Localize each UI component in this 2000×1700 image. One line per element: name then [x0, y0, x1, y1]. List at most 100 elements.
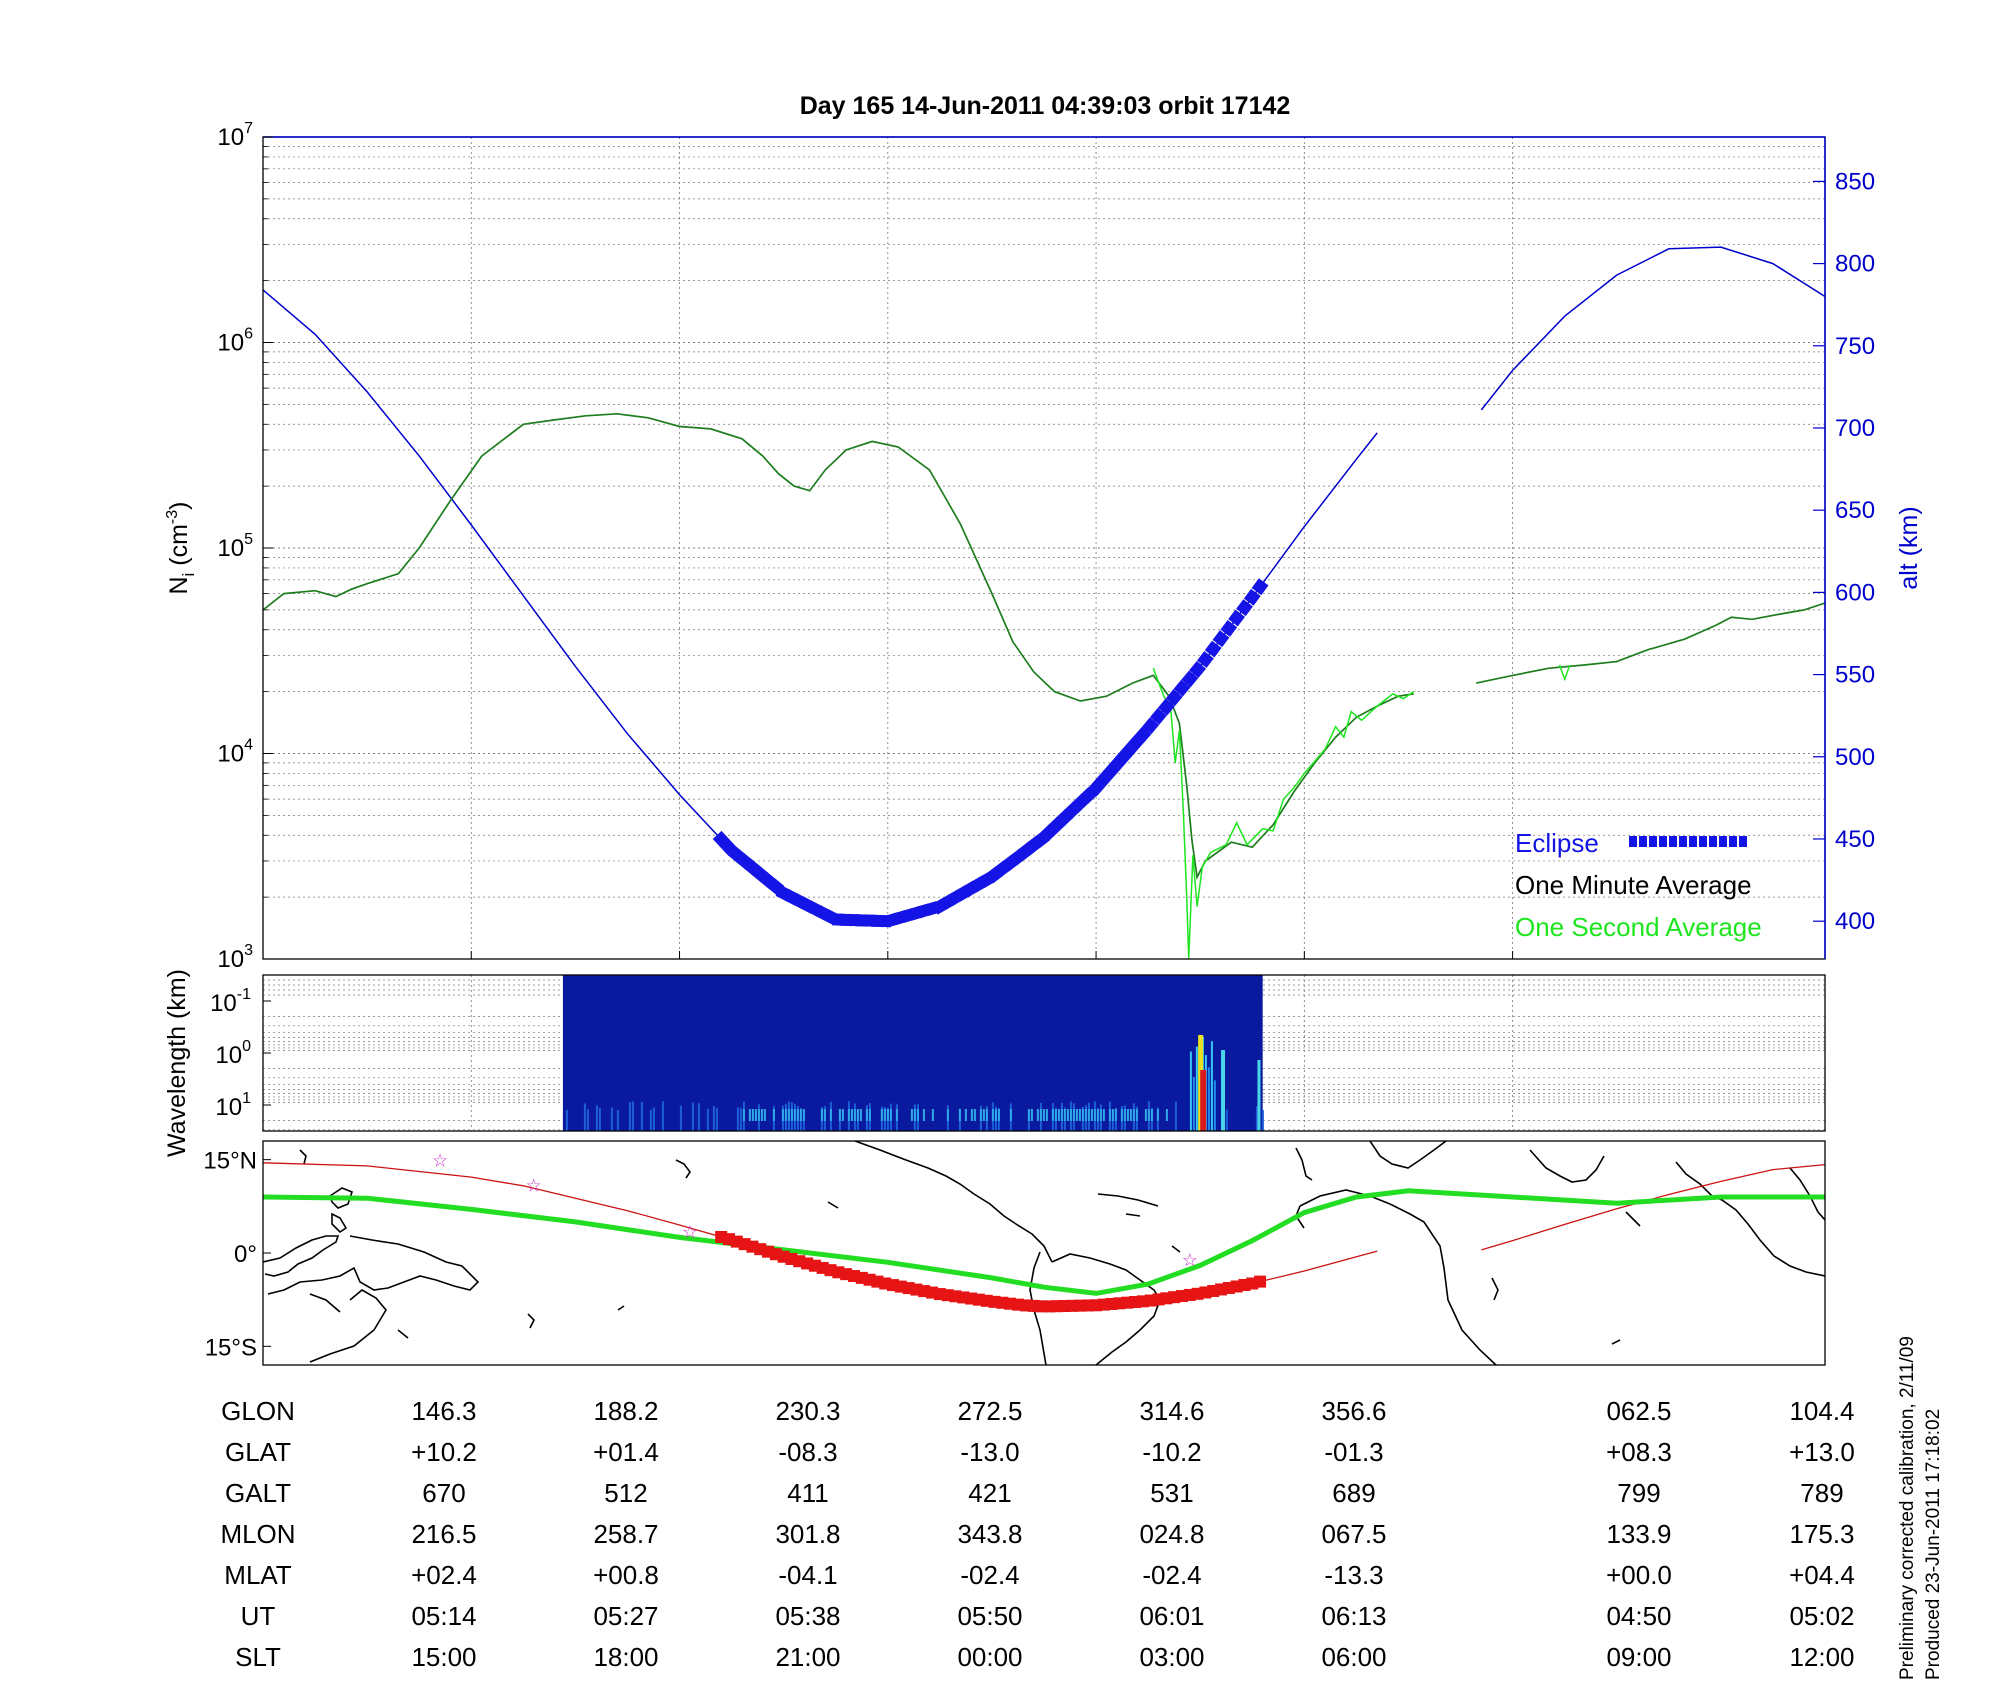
spectrogram-streak	[1114, 1109, 1117, 1121]
table-cell: 301.8	[775, 1519, 840, 1549]
chart-title: Day 165 14-Jun-2011 04:39:03 orbit 17142	[800, 92, 1291, 120]
spectrogram-streak	[712, 1105, 715, 1131]
table-cell: +00.8	[593, 1560, 659, 1590]
spectrogram-streak	[1129, 1109, 1132, 1121]
spectrogram-streak	[1210, 1041, 1213, 1131]
alt-tick-label: 400	[1835, 908, 1875, 935]
table-row-label: GLAT	[225, 1437, 291, 1467]
table-cell: 799	[1617, 1478, 1660, 1508]
spectrogram-streak	[850, 1109, 853, 1121]
eclipse-marker	[1251, 578, 1269, 596]
spectrogram-streak	[1156, 1109, 1159, 1121]
spectrogram-streak	[1126, 1109, 1129, 1121]
spectrogram-streak	[739, 1108, 742, 1131]
spectrogram-hotspot	[1221, 1050, 1226, 1131]
y-tick-label: 103	[217, 942, 253, 973]
spectrogram-streak	[610, 1107, 613, 1131]
spectrogram-streak	[1084, 1109, 1087, 1121]
alt-tick-label: 650	[1835, 497, 1875, 524]
eclipse-track-markers	[715, 1230, 1267, 1313]
station-star-icon: ☆	[526, 1176, 542, 1196]
spectrogram-streak	[1165, 1109, 1168, 1121]
spectrogram-streak	[1009, 1109, 1012, 1121]
spectrogram-panel: 10-1 100 101 Wavelength (km)	[163, 969, 1826, 1157]
table-cell: -01.3	[1324, 1437, 1383, 1467]
spectrogram-streak	[997, 1109, 1000, 1121]
table-cell: 09:00	[1606, 1642, 1671, 1672]
eclipse-marker	[1220, 619, 1238, 637]
spectrogram-streak	[1063, 1109, 1066, 1121]
spectrogram-streak	[946, 1109, 949, 1121]
spectrogram-streak	[1045, 1109, 1048, 1121]
table-cell: 670	[422, 1478, 465, 1508]
spectrogram-streak	[565, 1109, 568, 1131]
density-one-minute-line	[263, 412, 1825, 880]
spectrogram-streak	[889, 1109, 892, 1121]
station-star-icon: ☆	[682, 1222, 698, 1242]
legend: Eclipse One Minute Average One Second Aver…	[1515, 828, 1762, 942]
spectrogram-streak	[784, 1109, 787, 1121]
spectrogram-streak	[838, 1109, 841, 1121]
eclipse-marker	[1150, 707, 1167, 725]
spectrogram-streak	[598, 1107, 601, 1131]
table-cell: +04.4	[1789, 1560, 1855, 1590]
table-cell: 00:00	[957, 1642, 1022, 1672]
table-cell: -04.1	[778, 1560, 837, 1590]
magnetic-footprint-line	[263, 1188, 1825, 1296]
spectrogram-streak	[763, 1109, 766, 1121]
spectrogram-streak	[1027, 1109, 1030, 1121]
spectrogram-streak	[1123, 1109, 1126, 1121]
spectrogram-hotspot	[1257, 1060, 1261, 1131]
spectrogram-streak	[1060, 1109, 1063, 1121]
alt-tick-label: 600	[1835, 579, 1875, 606]
legend-eclipse-swatch	[1679, 836, 1687, 847]
spectrogram-streak	[1075, 1109, 1078, 1121]
spectrogram-streak	[1225, 1109, 1228, 1131]
table-cell: -08.3	[778, 1437, 837, 1467]
spectrogram-streak	[1072, 1109, 1075, 1121]
spectrogram-streak	[1093, 1109, 1096, 1121]
spectrogram-streak	[1150, 1109, 1153, 1121]
legend-label: Eclipse	[1515, 828, 1599, 858]
legend-eclipse-swatch	[1719, 836, 1727, 847]
eclipse-track-marker	[1019, 1299, 1032, 1312]
spectrogram-streak	[1108, 1109, 1111, 1121]
table-cell: +02.4	[411, 1560, 477, 1590]
spectrogram-streak	[586, 1109, 589, 1131]
spectrogram-streak	[973, 1109, 976, 1121]
eclipse-marker	[1181, 670, 1199, 688]
table-cell: 05:14	[411, 1601, 476, 1631]
spectrogram-streak	[916, 1109, 919, 1121]
spectrogram-streak	[1147, 1109, 1150, 1121]
spectrogram-y-axis-label: Wavelength (km)	[163, 969, 191, 1157]
spectrogram-hotspot	[1200, 1070, 1207, 1131]
alt-tick-label: 850	[1835, 168, 1875, 195]
map-tick-label: 0°	[234, 1241, 257, 1268]
spectrogram-streak	[958, 1109, 961, 1121]
table-cell: 343.8	[957, 1519, 1022, 1549]
table-cell: -13.3	[1324, 1560, 1383, 1590]
eclipse-marker	[1189, 661, 1207, 678]
spectrogram-streak	[991, 1109, 994, 1121]
table-cell: 512	[604, 1478, 647, 1508]
table-cell: 146.3	[411, 1396, 476, 1426]
spectrogram-streak	[1174, 1101, 1177, 1131]
spectrogram-streak	[913, 1109, 916, 1121]
spectrogram-streak	[790, 1109, 793, 1121]
spectrogram-streak	[970, 1109, 973, 1121]
eclipse-marker	[1212, 630, 1230, 648]
table-cell: 05:38	[775, 1601, 840, 1631]
spectrogram-streak	[706, 1108, 709, 1131]
spectrogram-streak	[1054, 1109, 1057, 1121]
legend-label: One Minute Average	[1515, 870, 1752, 900]
spectrogram-streak	[760, 1109, 763, 1121]
table-cell: 230.3	[775, 1396, 840, 1426]
spectrogram-streak	[1120, 1109, 1123, 1121]
legend-eclipse-swatch	[1739, 836, 1747, 847]
spectrogram-streak	[640, 1101, 643, 1131]
spectrogram-streak	[1066, 1109, 1069, 1121]
spectrogram-streak	[1144, 1109, 1147, 1121]
table-cell: 06:13	[1321, 1601, 1386, 1631]
density-one-second-line	[1152, 664, 1571, 959]
spectrogram-streak	[751, 1109, 754, 1121]
